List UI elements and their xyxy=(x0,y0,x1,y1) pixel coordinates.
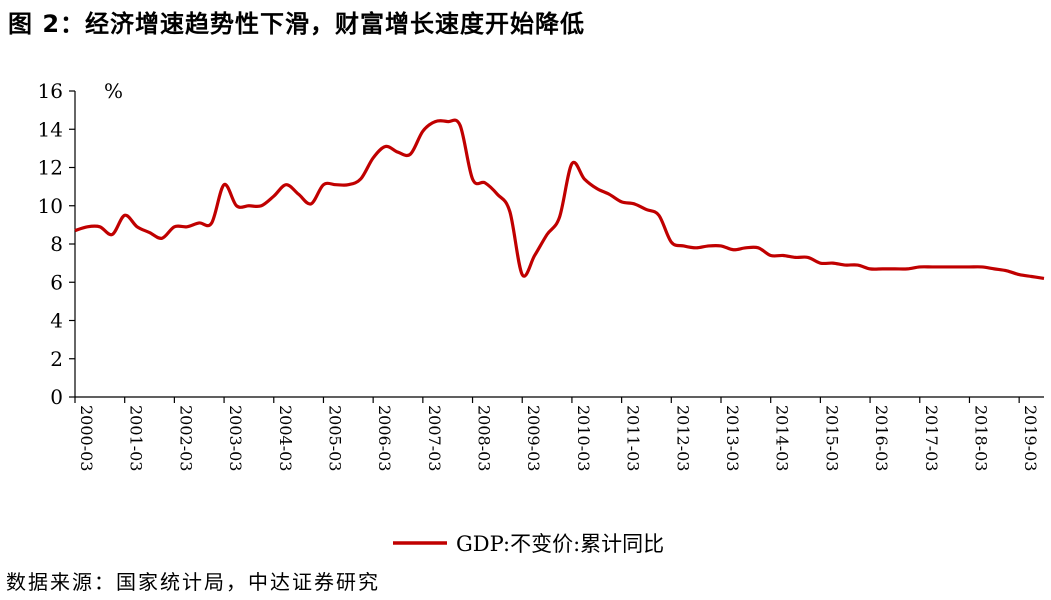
chart-axes xyxy=(74,91,1044,398)
legend: GDP:不变价:累计同比 xyxy=(393,532,664,556)
x-tick-label: 2004-03 xyxy=(276,405,295,471)
x-tick-label: 2012-03 xyxy=(673,405,692,471)
y-tick-label: 6 xyxy=(50,270,63,294)
x-tick-label: 2013-03 xyxy=(723,405,742,471)
x-tick-label: 2010-03 xyxy=(574,405,593,471)
y-tick-label: 12 xyxy=(38,156,63,180)
y-tick-label: 2 xyxy=(50,347,63,371)
x-tick-label: 2015-03 xyxy=(822,405,841,471)
x-tick-label: 2011-03 xyxy=(624,405,643,471)
y-tick-label: 16 xyxy=(38,79,63,103)
x-tick-label: 2018-03 xyxy=(971,405,990,471)
x-axis-ticks: 2000-03 2001-03 2002-03 2003-03 2004-03 2005-… xyxy=(74,397,1040,471)
x-tick-label: 2019-03 xyxy=(1021,405,1040,471)
y-tick-label: 0 xyxy=(50,385,63,409)
x-tick-label: 2007-03 xyxy=(425,405,444,471)
data-source-note: 数据来源：国家统计局，中达证券研究 xyxy=(6,570,380,594)
x-tick-label: 2000-03 xyxy=(77,405,96,471)
x-tick-label: 2005-03 xyxy=(325,405,344,471)
x-tick-label: 2016-03 xyxy=(872,405,891,471)
legend-label: GDP:不变价:累计同比 xyxy=(456,532,664,556)
y-axis-unit-label: % xyxy=(104,79,123,103)
x-tick-label: 2006-03 xyxy=(375,405,394,471)
y-tick-label: 8 xyxy=(50,232,63,256)
y-tick-label: 4 xyxy=(50,309,63,333)
x-tick-label: 2003-03 xyxy=(226,405,245,471)
y-tick-label: 14 xyxy=(38,117,63,141)
x-tick-label: 2017-03 xyxy=(922,405,941,471)
x-tick-label: 2008-03 xyxy=(475,405,494,471)
chart-title: 图 2：经济增速趋势性下滑，财富增长速度开始降低 xyxy=(8,10,586,38)
x-tick-label: 2009-03 xyxy=(524,405,543,471)
series-line-gdp xyxy=(74,118,1045,281)
x-tick-label: 2001-03 xyxy=(127,405,146,471)
x-tick-label: 2002-03 xyxy=(176,405,195,471)
x-tick-label: 2014-03 xyxy=(773,405,792,471)
y-axis-ticks: 0 2 4 6 8 10 12 14 16 xyxy=(38,79,75,409)
series-group xyxy=(74,118,1045,281)
y-tick-label: 10 xyxy=(38,194,63,218)
